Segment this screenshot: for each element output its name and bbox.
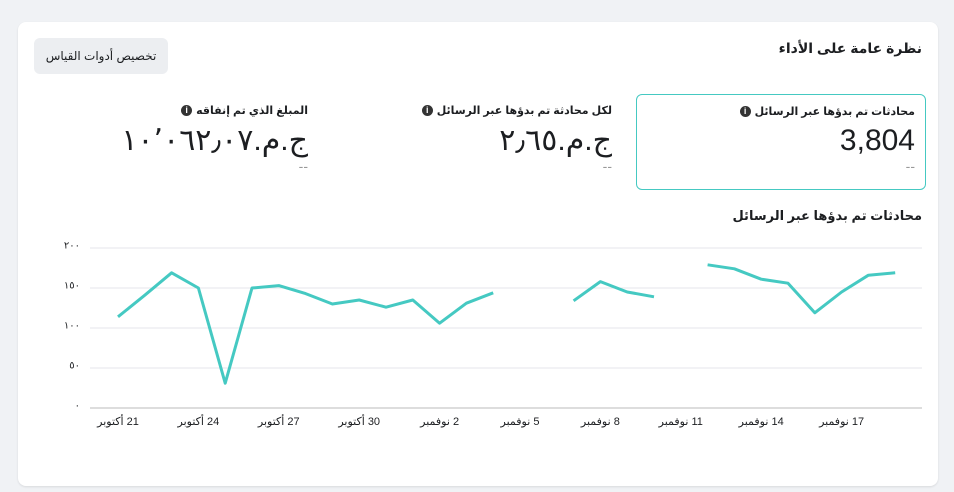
metric-change: --	[602, 158, 612, 174]
x-tick-label: 24 أكتوبر	[177, 414, 220, 428]
metric-value: 3,804	[839, 124, 915, 157]
x-tick-label: 5 نوفمبر	[500, 416, 540, 428]
metric-value: ج.م.٢٫٦٥	[499, 124, 612, 157]
x-tick-label: 30 أكتوبر	[337, 414, 380, 428]
x-tick-label: 11 نوفمبر	[658, 416, 703, 428]
metric-change: --	[298, 158, 308, 174]
x-tick-label: 8 نوفمبر	[580, 416, 620, 428]
x-tick-label: 2 نوفمبر	[419, 416, 459, 428]
metric-label: محادثات تم بدؤها عبر الرسائل	[754, 106, 915, 118]
info-icon[interactable]: i	[181, 105, 193, 116]
customize-button[interactable]: تخصيص أدوات القياس	[34, 38, 168, 74]
metric-card[interactable]: لكل محادثة تم بدؤها عبر الرسائل i ج.م.٢٫٦…	[332, 94, 622, 190]
title: نظرة عامة على الأداء	[778, 40, 922, 56]
x-tick-label: 17 نوفمبر	[818, 416, 864, 428]
y-tick-label: ٥٠	[69, 361, 80, 372]
metric-label-row: المبلغ الذي تم إنفاقه i	[38, 104, 308, 117]
y-tick-label: ٠	[75, 401, 80, 412]
y-tick-label: ١٥٠	[64, 281, 80, 292]
x-tick-label: 14 نوفمبر	[738, 416, 784, 428]
y-tick-label: ١٠٠	[64, 321, 80, 332]
metric-label: المبلغ الذي تم إنفاقه	[196, 105, 308, 117]
info-icon[interactable]: i	[739, 106, 751, 117]
card: نظرة عامة على الأداء تخصيص أدوات القياس …	[18, 22, 938, 486]
metric-card[interactable]: محادثات تم بدؤها عبر الرسائل i 3,804 --	[636, 94, 926, 190]
chart-title: محادثات تم بدؤها عبر الرسائل	[732, 208, 922, 223]
metric-value: ج.م.١٠٬٠٦٢٫٠٧	[121, 124, 308, 157]
metric-label: لكل محادثة تم بدؤها عبر الرسائل	[436, 105, 612, 117]
metric-card[interactable]: المبلغ الذي تم إنفاقه i ج.م.١٠٬٠٦٢٫٠٧ --	[28, 94, 318, 190]
info-icon[interactable]: i	[421, 105, 433, 116]
line-series	[117, 263, 896, 385]
x-tick-label: 27 أكتوبر	[257, 414, 300, 428]
metric-label-row: محادثات تم بدؤها عبر الرسائل i	[647, 105, 915, 118]
y-tick-label: ٢٠٠	[64, 241, 80, 252]
metric-change: --	[905, 158, 915, 174]
x-tick-label: 21 أكتوبر	[96, 414, 139, 428]
metric-label-row: لكل محادثة تم بدؤها عبر الرسائل i	[342, 104, 612, 117]
